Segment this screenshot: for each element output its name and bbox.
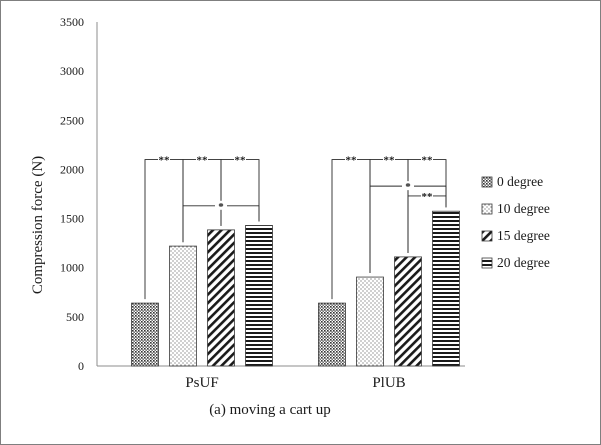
significance-label: ** bbox=[159, 155, 171, 167]
significance-label-bg bbox=[345, 154, 357, 164]
y-tick-label: 0 bbox=[78, 359, 84, 373]
significance-label-bg bbox=[196, 154, 208, 164]
y-tick-label: 1000 bbox=[60, 261, 84, 275]
significance-label-bg bbox=[158, 154, 170, 164]
legend-swatch bbox=[481, 203, 493, 215]
legend-label: 10 degree bbox=[497, 201, 550, 216]
figure-caption: (a) moving a cart up bbox=[209, 402, 331, 418]
significance-label: ** bbox=[422, 155, 434, 167]
legend-label: 0 degree bbox=[497, 174, 543, 189]
legend-swatch bbox=[481, 257, 493, 269]
significance-label: ** bbox=[422, 191, 434, 203]
significance-label: ** bbox=[235, 155, 247, 167]
significance-label: * bbox=[218, 201, 224, 213]
y-tick-label: 1500 bbox=[60, 212, 84, 226]
significance-label: ** bbox=[197, 155, 209, 167]
category-label: PlUB bbox=[372, 375, 405, 391]
category-label: PsUF bbox=[185, 375, 218, 391]
significance-label-bg bbox=[421, 190, 433, 200]
bar-psuf-10-degree bbox=[169, 245, 197, 367]
significance-label-bg bbox=[234, 154, 246, 164]
significance-label-bg bbox=[402, 181, 414, 191]
legend-label: 20 degree bbox=[497, 255, 550, 270]
bars bbox=[131, 210, 460, 367]
significance-label-bg bbox=[383, 154, 395, 164]
legend-swatch bbox=[481, 176, 493, 188]
bar-plub-10-degree bbox=[356, 276, 384, 367]
y-tick-label: 3000 bbox=[60, 64, 84, 78]
bar-plub-15-degree bbox=[394, 256, 422, 367]
legend: 0 degree 10 degree 15 degree 20 degree bbox=[481, 174, 550, 270]
legend-label: 15 degree bbox=[497, 228, 550, 243]
bar-plub-20-degree bbox=[432, 210, 460, 367]
y-axis-ticks: 0 500 1000 1500 2000 2500 3000 3500 bbox=[60, 15, 84, 373]
bar-psuf-0-degree bbox=[131, 302, 159, 367]
y-axis-label: Compression force (N) bbox=[30, 156, 46, 294]
significance-brackets: ** ** ***** ** ***** bbox=[144, 154, 447, 300]
legend-swatch bbox=[481, 230, 493, 242]
y-tick-label: 2500 bbox=[60, 113, 84, 127]
significance-label-bg bbox=[215, 200, 227, 210]
y-tick-label: 3500 bbox=[60, 15, 84, 29]
bar-psuf-20-degree bbox=[245, 225, 273, 367]
significance-label-bg bbox=[421, 154, 433, 164]
bar-psuf-15-degree bbox=[207, 229, 235, 367]
y-tick-label: 2000 bbox=[60, 162, 84, 176]
significance-label: ** bbox=[384, 155, 396, 167]
significance-label: ** bbox=[346, 155, 358, 167]
significance-label: * bbox=[405, 181, 411, 193]
y-tick-label: 500 bbox=[66, 310, 84, 324]
bar-plub-0-degree bbox=[318, 302, 346, 367]
category-labels: PsUF PlUB bbox=[185, 375, 405, 391]
